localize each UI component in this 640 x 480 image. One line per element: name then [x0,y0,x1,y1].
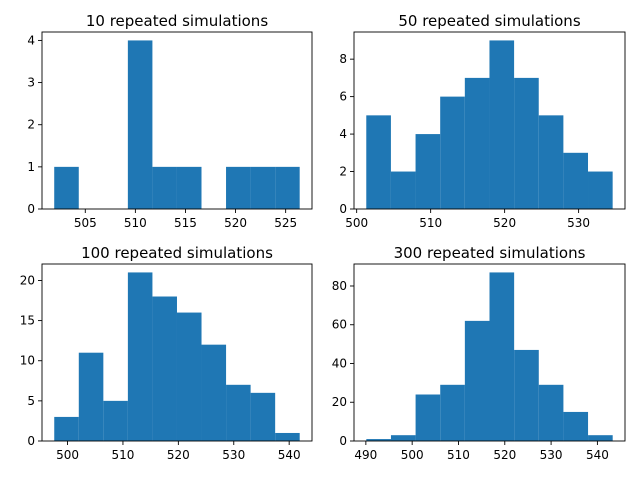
subplot-title: 100 repeated simulations [81,244,273,262]
x-tick-label: 500 [345,216,368,230]
y-tick-label: 4 [339,127,347,141]
y-tick-label: 20 [332,395,347,409]
y-tick-label: 10 [20,354,35,368]
axes-frame [41,31,313,210]
y-tick-label: 1 [27,160,35,174]
x-tick-label: 500 [401,448,424,462]
histogram-bar [514,349,539,441]
axes-frame [353,263,626,442]
y-tick-label: 80 [332,279,347,293]
histogram-bar [538,115,564,209]
histogram-bar [201,344,227,441]
x-tick-label: 520 [167,448,190,462]
histogram-bar [440,96,465,209]
subplot-title: 50 repeated simulations [398,12,580,30]
x-tick-label: 515 [174,216,197,230]
x-tick-label: 540 [586,448,609,462]
histogram-bar [127,272,153,441]
histogram-bar [390,171,416,209]
subplot-4: 490 500 510 520 530 540 0 20 40 60 80 300 repeated … [332,244,626,462]
y-tick-label: 60 [332,318,347,332]
histogram-bar [226,384,251,441]
x-tick-label: 520 [224,216,247,230]
axes-frame [41,263,313,442]
x-tick-label: 490 [354,448,377,462]
histogram-bar [226,166,251,209]
x-tick-label: 520 [493,448,516,462]
histogram-bar [275,166,300,209]
x-tick-label: 520 [493,216,516,230]
subplot-1: 505 510 515 520 525 0 1 2 3 4 10 repeated simulati… [27,12,313,230]
histogram-bar [176,312,202,441]
subplot-title: 300 repeated simulations [394,244,586,262]
histogram-bar [514,77,539,209]
x-tick-label: 505 [74,216,97,230]
histogram-bar [489,272,515,441]
y-tick-label: 3 [27,76,35,90]
axes-frame [353,31,626,210]
y-tick-label: 0 [27,202,35,216]
subplot-title: 10 repeated simulations [86,12,268,30]
histogram-bar [250,392,276,441]
histogram-bar [152,296,177,441]
histogram-bar [78,352,104,441]
y-tick-label: 8 [339,52,347,66]
histogram-bar [588,171,613,209]
y-tick-label: 0 [27,434,35,448]
histogram-bar [538,384,564,441]
histogram-bar [127,40,153,210]
y-tick-label: 20 [20,273,35,287]
x-tick-label: 510 [447,448,470,462]
x-tick-label: 510 [111,448,134,462]
x-tick-label: 530 [222,448,245,462]
histogram-bar [489,40,515,210]
x-tick-label: 510 [124,216,147,230]
y-tick-label: 15 [20,314,35,328]
x-tick-label: 510 [419,216,442,230]
histogram-bar [366,115,391,209]
x-tick-label: 530 [540,448,563,462]
histogram-bar [415,134,441,209]
histogram-bar [563,411,589,441]
histogram-bar [152,166,177,209]
y-tick-label: 4 [27,33,35,47]
y-tick-label: 5 [27,394,35,408]
histogram-bar [440,384,465,441]
histogram-bar [563,152,589,209]
x-tick-label: 540 [278,448,301,462]
histogram-bar [366,439,391,441]
histogram-bar [464,77,490,209]
x-tick-label: 525 [274,216,297,230]
histogram-bar [54,416,79,441]
histogram-bar [103,400,128,441]
histogram-bar [390,435,416,441]
histogram-bar [54,166,79,209]
y-tick-label: 40 [332,356,347,370]
histogram-bar [588,435,613,441]
histogram-bar [415,394,441,441]
subplot-2: 500 510 520 530 0 2 4 6 8 50 repeated simulations [339,12,626,230]
y-tick-label: 0 [339,434,347,448]
x-tick-label: 500 [56,448,79,462]
histogram-bar [250,166,276,209]
histogram-bar [464,320,490,441]
x-tick-label: 530 [567,216,590,230]
y-tick-label: 0 [339,202,347,216]
y-tick-label: 6 [339,90,347,104]
y-tick-label: 2 [339,165,347,179]
histogram-bar [275,432,300,441]
histogram-bar [176,166,202,209]
y-tick-label: 2 [27,118,35,132]
